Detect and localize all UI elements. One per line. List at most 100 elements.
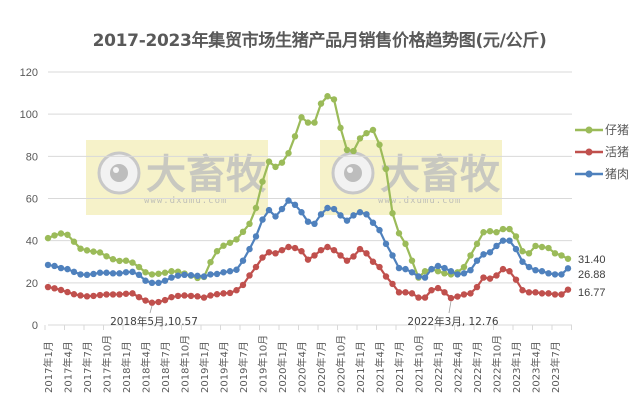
data-point <box>363 211 370 218</box>
x-tick-label: 2019年4月 <box>218 341 231 393</box>
data-point <box>83 271 91 279</box>
data-point <box>551 291 559 298</box>
series-lines <box>44 93 572 306</box>
data-point <box>129 290 136 297</box>
x-tick-label: 2020年1月 <box>276 341 289 393</box>
data-point <box>278 246 286 254</box>
data-point <box>506 268 513 275</box>
data-point <box>447 268 455 275</box>
data-point <box>408 269 416 276</box>
data-point <box>220 269 227 276</box>
data-point <box>122 290 130 297</box>
data-point <box>545 290 552 297</box>
data-point <box>486 275 494 282</box>
data-point <box>532 242 539 250</box>
data-point <box>324 204 331 212</box>
data-point <box>298 114 305 121</box>
data-point <box>239 228 247 236</box>
end-value-label: 16.77 <box>578 287 606 299</box>
data-point <box>467 266 474 274</box>
data-point <box>402 240 409 248</box>
data-point <box>142 297 149 304</box>
legend-item[interactable]: 仔猪 <box>575 123 629 137</box>
data-point <box>402 289 409 296</box>
data-point <box>558 291 565 298</box>
data-point <box>350 253 357 260</box>
data-point <box>135 271 143 279</box>
legend-item[interactable]: 活猪 <box>575 145 629 159</box>
data-point <box>493 242 500 250</box>
data-point <box>77 271 84 278</box>
data-point <box>538 268 546 275</box>
data-point <box>239 257 247 264</box>
data-point <box>337 252 344 259</box>
data-point <box>291 201 299 209</box>
x-tick-label: 2020年7月 <box>315 341 328 393</box>
data-point <box>64 231 71 238</box>
data-point <box>168 274 175 281</box>
data-point <box>564 265 572 272</box>
data-point <box>382 165 390 173</box>
data-point <box>434 268 442 275</box>
data-point <box>304 218 312 225</box>
data-point <box>298 248 305 255</box>
y-tick-label: 20 <box>26 278 38 290</box>
data-point <box>116 257 123 265</box>
data-point <box>382 240 390 248</box>
data-point <box>441 264 448 272</box>
data-point <box>64 288 71 296</box>
data-point <box>512 276 520 283</box>
data-point <box>428 265 435 273</box>
data-point <box>350 212 357 219</box>
data-point <box>512 245 520 253</box>
data-point <box>519 287 526 294</box>
data-point <box>233 266 240 273</box>
data-point <box>551 250 559 257</box>
data-point <box>64 265 71 273</box>
data-point <box>395 289 403 296</box>
data-point <box>382 273 390 280</box>
data-point <box>142 269 149 276</box>
x-tick-label: 2023年1月 <box>510 341 523 393</box>
data-point <box>486 249 494 256</box>
data-point <box>330 246 338 254</box>
data-point <box>285 243 292 251</box>
data-point <box>220 242 227 249</box>
data-point <box>493 229 500 236</box>
data-point <box>265 206 273 214</box>
data-point <box>220 290 227 297</box>
x-tick-label: 2022年1月 <box>432 341 445 393</box>
data-point <box>174 272 182 279</box>
data-point <box>148 299 156 306</box>
data-point <box>148 271 156 278</box>
data-point <box>486 227 494 235</box>
x-tick-label: 2018年4月 <box>140 341 153 393</box>
data-point <box>311 252 318 259</box>
data-point <box>103 253 110 260</box>
data-point <box>395 264 403 272</box>
data-point <box>44 261 52 269</box>
data-point <box>129 268 136 276</box>
data-point <box>213 270 221 278</box>
data-point <box>434 262 442 270</box>
data-point <box>252 233 260 240</box>
legend-item[interactable]: 猪肉 <box>575 167 629 181</box>
data-point <box>278 205 286 213</box>
data-point <box>161 269 169 276</box>
data-point <box>532 289 539 296</box>
data-point <box>57 264 65 272</box>
legend-marker-icon <box>585 126 593 134</box>
x-tick-label: 2017年7月 <box>81 341 94 393</box>
data-point <box>525 289 533 296</box>
x-tick-label: 2023年4月 <box>530 341 543 393</box>
data-point <box>363 129 370 137</box>
data-point <box>389 210 396 217</box>
data-point <box>213 291 221 298</box>
data-point <box>558 271 565 278</box>
x-tick-label: 2022年7月 <box>471 341 484 393</box>
data-point <box>90 248 97 255</box>
data-point <box>363 250 370 257</box>
